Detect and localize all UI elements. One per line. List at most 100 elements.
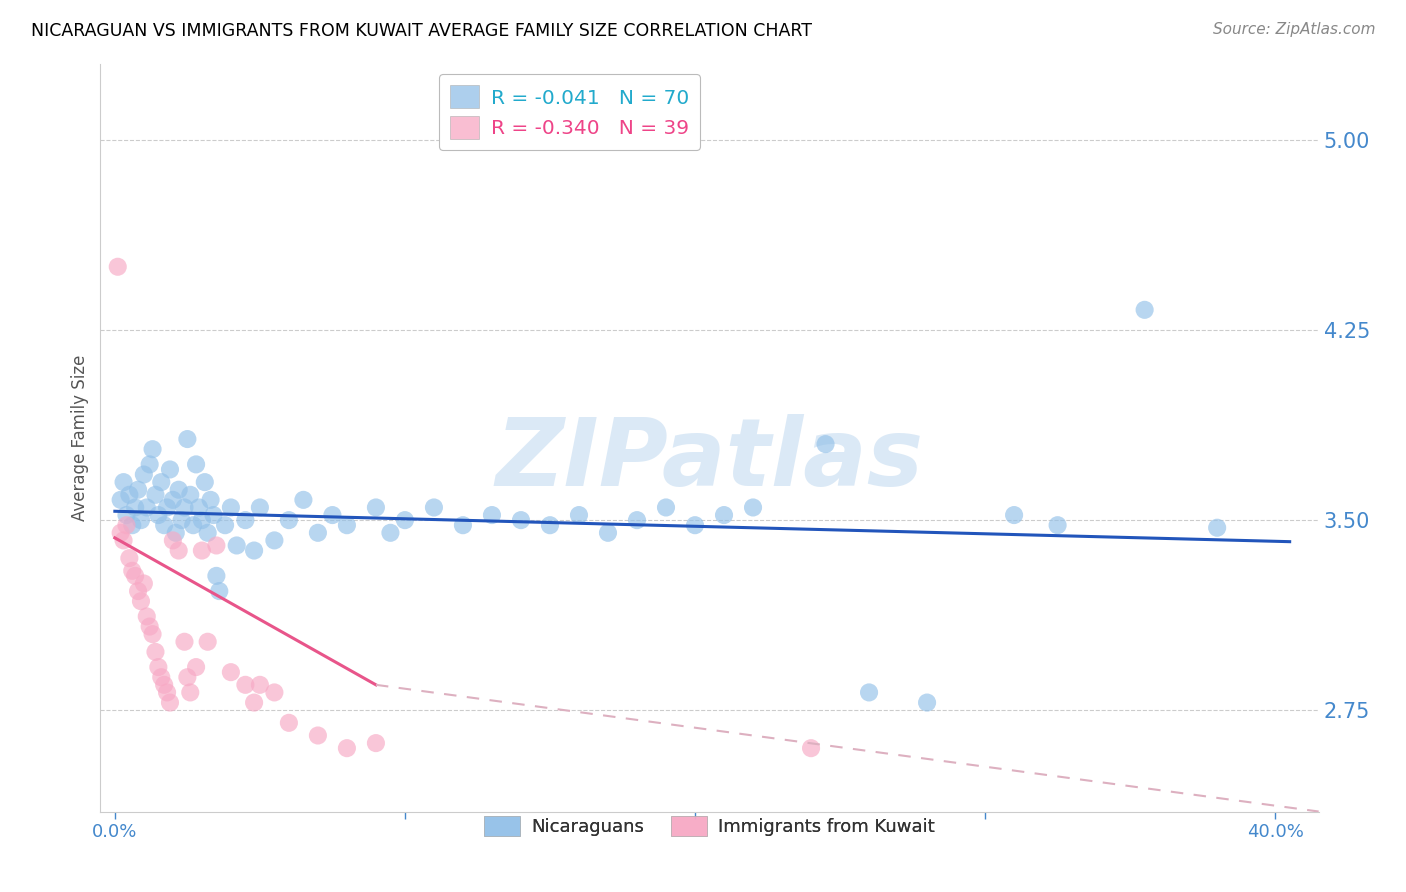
Point [132, 576, 155, 591]
Point [235, 513, 257, 527]
Point [683, 518, 706, 533]
Point [336, 741, 359, 756]
Point [115, 518, 138, 533]
Point [510, 513, 533, 527]
Point [107, 260, 129, 274]
Point [188, 500, 211, 515]
Point [626, 513, 648, 527]
Text: NICARAGUAN VS IMMIGRANTS FROM KUWAIT AVERAGE FAMILY SIZE CORRELATION CHART: NICARAGUAN VS IMMIGRANTS FROM KUWAIT AVE… [31, 22, 811, 40]
Point [124, 500, 146, 515]
Point [307, 729, 329, 743]
Point [194, 475, 217, 490]
Point [1002, 508, 1025, 522]
Point [742, 500, 765, 515]
Point [129, 513, 152, 527]
Point [394, 513, 416, 527]
Point [110, 492, 132, 507]
Point [263, 533, 285, 548]
Point [451, 518, 474, 533]
Point [129, 594, 152, 608]
Point [112, 475, 135, 490]
Point [121, 564, 143, 578]
Point [191, 513, 214, 527]
Point [205, 539, 228, 553]
Point [292, 492, 315, 507]
Point [800, 741, 823, 756]
Point [121, 518, 143, 533]
Point [423, 500, 446, 515]
Point [219, 665, 242, 680]
Point [249, 500, 271, 515]
Point [205, 569, 228, 583]
Point [162, 533, 184, 548]
Point [135, 500, 157, 515]
Point [197, 634, 219, 648]
Point [243, 696, 266, 710]
Point [380, 525, 402, 540]
Point [200, 492, 222, 507]
Point [814, 437, 837, 451]
Point [153, 518, 176, 533]
Point [162, 492, 184, 507]
Point [148, 660, 170, 674]
Point [277, 715, 299, 730]
Point [159, 462, 181, 476]
Legend: Nicaraguans, Immigrants from Kuwait: Nicaraguans, Immigrants from Kuwait [477, 808, 942, 844]
Point [191, 543, 214, 558]
Point [156, 685, 179, 699]
Point [225, 539, 247, 553]
Point [915, 696, 938, 710]
Point [1133, 302, 1156, 317]
Point [202, 508, 225, 522]
Point [138, 619, 160, 633]
Point [167, 543, 190, 558]
Point [179, 685, 201, 699]
Point [184, 660, 207, 674]
Point [150, 475, 173, 490]
Point [197, 525, 219, 540]
Point [150, 670, 173, 684]
Point [249, 678, 271, 692]
Point [858, 685, 880, 699]
Y-axis label: Average Family Size: Average Family Size [72, 355, 89, 521]
Point [336, 518, 359, 533]
Text: Source: ZipAtlas.com: Source: ZipAtlas.com [1212, 22, 1375, 37]
Point [127, 584, 149, 599]
Point [112, 533, 135, 548]
Point [208, 584, 231, 599]
Point [568, 508, 591, 522]
Point [159, 696, 181, 710]
Point [181, 518, 204, 533]
Point [364, 500, 387, 515]
Point [538, 518, 561, 533]
Point [321, 508, 343, 522]
Point [481, 508, 503, 522]
Point [156, 500, 179, 515]
Point [142, 627, 165, 641]
Point [219, 500, 242, 515]
Point [132, 467, 155, 482]
Point [115, 508, 138, 522]
Point [124, 569, 146, 583]
Point [118, 551, 141, 566]
Point [142, 442, 165, 457]
Point [1046, 518, 1069, 533]
Point [713, 508, 735, 522]
Point [655, 500, 678, 515]
Point [307, 525, 329, 540]
Point [135, 609, 157, 624]
Point [277, 513, 299, 527]
Point [110, 525, 132, 540]
Point [176, 432, 198, 446]
Point [148, 508, 170, 522]
Point [170, 513, 193, 527]
Point [243, 543, 266, 558]
Point [214, 518, 236, 533]
Point [127, 483, 149, 497]
Point [1206, 521, 1229, 535]
Point [145, 488, 167, 502]
Point [235, 678, 257, 692]
Point [263, 685, 285, 699]
Point [176, 670, 198, 684]
Point [173, 634, 195, 648]
